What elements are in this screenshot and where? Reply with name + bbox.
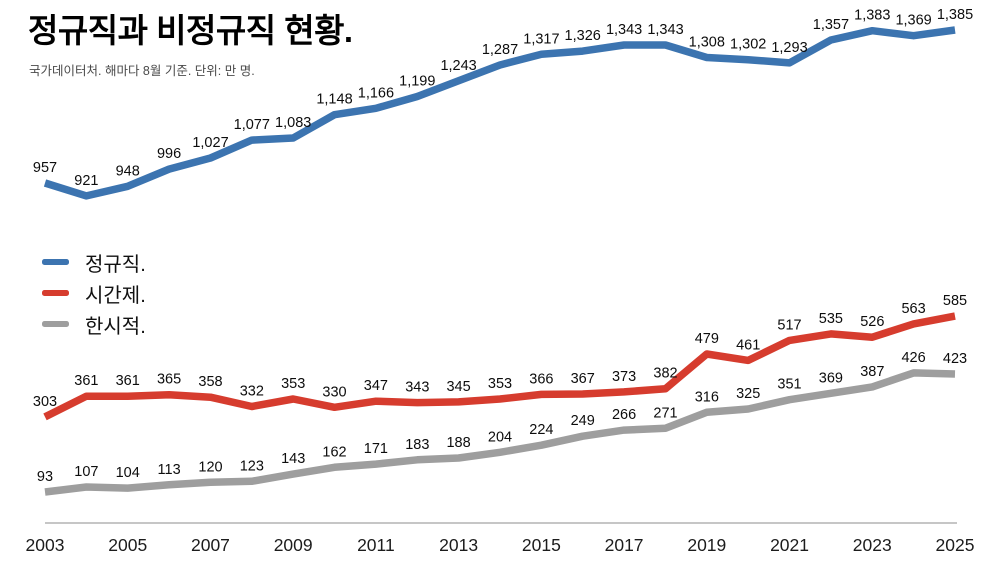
- value-label-regular: 1,077: [234, 117, 270, 133]
- value-label-temporary: 369: [819, 370, 843, 386]
- value-label-temporary: 113: [158, 462, 181, 478]
- value-label-regular: 1,148: [316, 92, 352, 108]
- value-label-parttime: 345: [446, 379, 470, 395]
- value-label-temporary: 387: [860, 364, 884, 380]
- value-label-regular: 1,293: [771, 40, 807, 56]
- value-label-parttime: 585: [943, 293, 967, 309]
- value-label-regular: 1,383: [854, 8, 890, 24]
- x-axis-label: 2023: [853, 535, 892, 555]
- value-label-regular: 996: [157, 146, 181, 162]
- x-axis-label: 2021: [770, 535, 809, 555]
- value-label-temporary: 325: [736, 386, 760, 402]
- value-label-regular: 1,166: [358, 85, 394, 101]
- value-label-regular: 1,302: [730, 37, 766, 53]
- value-label-regular: 948: [116, 163, 140, 179]
- value-label-temporary: 423: [943, 351, 967, 367]
- legend-label-temporary: 한시적.: [85, 315, 146, 338]
- chart-title: 정규직과 비정규직 현황.: [28, 12, 353, 49]
- value-label-regular: 1,243: [440, 58, 476, 74]
- value-label-parttime: 479: [695, 331, 719, 347]
- value-label-temporary: 249: [571, 413, 595, 429]
- chart-subtitle: 국가데이터처. 해마다 8월 기준. 단위: 만 명.: [29, 64, 255, 78]
- legend-label-regular: 정규직.: [85, 253, 146, 276]
- value-label-parttime: 563: [901, 301, 925, 317]
- value-label-temporary: 183: [405, 437, 429, 453]
- legend-item-temporary: 한시적.: [42, 313, 146, 338]
- value-label-parttime: 461: [736, 337, 760, 353]
- x-axis-label: 2009: [274, 535, 313, 555]
- value-label-temporary: 171: [364, 441, 388, 457]
- value-label-parttime: 382: [653, 366, 677, 382]
- value-label-parttime: 330: [322, 384, 346, 400]
- value-label-temporary: 143: [281, 451, 305, 467]
- value-label-temporary: 224: [529, 422, 553, 438]
- value-label-parttime: 366: [529, 371, 553, 387]
- series-line-temporary: [44, 369, 956, 496]
- value-label-parttime: 358: [198, 374, 222, 390]
- value-label-parttime: 365: [157, 372, 181, 388]
- value-label-temporary: 120: [198, 459, 222, 475]
- value-label-temporary: 107: [74, 464, 98, 480]
- value-label-temporary: 351: [777, 377, 801, 393]
- value-label-temporary: 93: [37, 469, 53, 485]
- value-label-regular: 1,357: [813, 17, 849, 33]
- value-label-parttime: 526: [860, 314, 884, 330]
- value-label-regular: 1,317: [523, 31, 559, 47]
- legend-swatch-regular: [42, 259, 69, 265]
- series-line-regular: [43, 26, 956, 200]
- value-label-regular: 1,343: [606, 22, 642, 38]
- value-label-temporary: 162: [322, 444, 346, 460]
- value-label-regular: 1,308: [689, 35, 725, 51]
- legend-label-parttime: 시간제.: [85, 284, 146, 307]
- value-label-parttime: 332: [240, 384, 264, 400]
- value-label-regular: 1,199: [399, 74, 435, 90]
- value-label-temporary: 204: [488, 429, 512, 445]
- value-label-parttime: 535: [819, 311, 843, 327]
- value-label-regular: 1,083: [275, 115, 311, 131]
- series-line-parttime: [43, 312, 956, 421]
- value-label-temporary: 104: [116, 465, 140, 481]
- x-axis-label: 2011: [357, 535, 395, 555]
- value-label-parttime: 343: [405, 380, 429, 396]
- value-label-parttime: 373: [612, 369, 636, 385]
- value-label-temporary: 266: [612, 407, 636, 423]
- value-label-regular: 1,326: [565, 28, 601, 44]
- value-label-temporary: 426: [901, 350, 925, 366]
- value-label-regular: 1,369: [895, 13, 931, 29]
- value-label-parttime: 353: [281, 376, 305, 392]
- x-axis-label: 2007: [191, 535, 230, 555]
- value-label-parttime: 361: [116, 373, 140, 389]
- x-axis-label: 2017: [605, 535, 644, 555]
- value-label-temporary: 188: [446, 435, 470, 451]
- value-label-temporary: 123: [240, 458, 264, 474]
- value-label-parttime: 353: [488, 376, 512, 392]
- value-label-regular: 1,385: [937, 7, 973, 23]
- value-label-temporary: 316: [695, 389, 719, 405]
- x-axis-label: 2005: [108, 535, 147, 555]
- x-axis-label: 2013: [439, 535, 478, 555]
- x-axis-label: 2019: [687, 535, 726, 555]
- value-label-regular: 1,287: [482, 42, 518, 58]
- value-label-regular: 1,343: [647, 22, 683, 38]
- x-axis-label: 2025: [936, 535, 975, 555]
- value-label-regular: 921: [74, 173, 98, 189]
- value-label-parttime: 347: [364, 378, 388, 394]
- legend-swatch-temporary: [42, 321, 69, 327]
- x-axis-label: 2003: [26, 535, 65, 555]
- value-label-regular: 1,027: [192, 135, 228, 151]
- legend-item-parttime: 시간제.: [42, 282, 146, 307]
- legend: 정규직. 시간제. 한시적.: [42, 251, 146, 344]
- value-label-temporary: 271: [653, 405, 677, 421]
- legend-swatch-parttime: [42, 290, 69, 296]
- value-label-regular: 957: [33, 160, 57, 176]
- legend-item-regular: 정규직.: [42, 251, 146, 276]
- value-label-parttime: 303: [33, 394, 57, 410]
- value-label-parttime: 367: [571, 371, 595, 387]
- value-label-parttime: 361: [74, 373, 98, 389]
- x-axis-label: 2015: [522, 535, 561, 555]
- value-label-parttime: 517: [777, 317, 801, 333]
